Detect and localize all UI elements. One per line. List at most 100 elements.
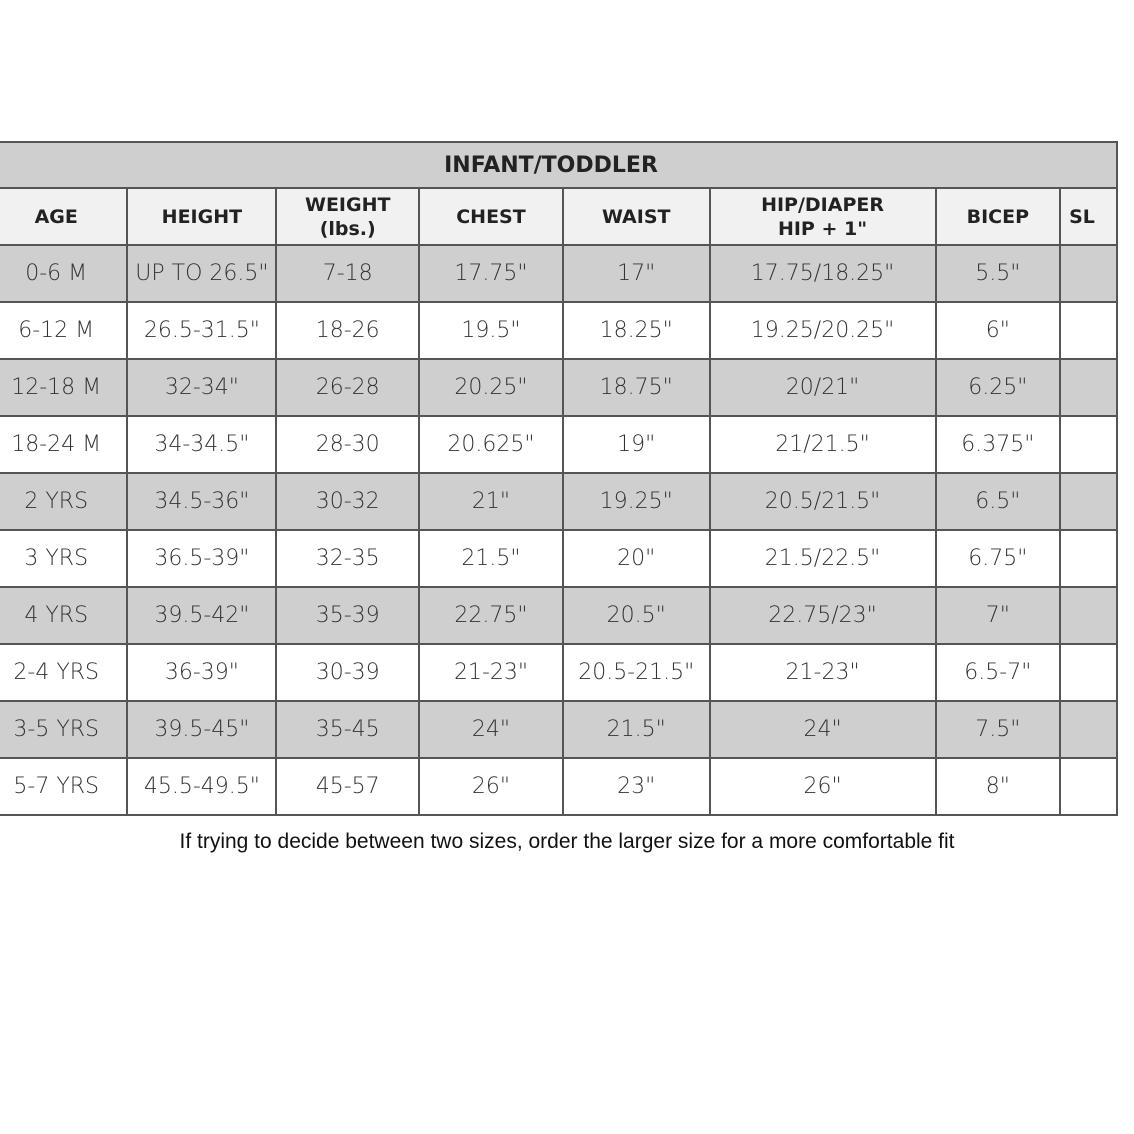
table-cell: 3 YRS bbox=[0, 529, 129, 588]
table-cell: 26" bbox=[708, 757, 937, 816]
table-cell: 28-30 bbox=[275, 415, 421, 474]
table-cell: 39.5-45" bbox=[126, 700, 278, 759]
table-cell: 21.5" bbox=[561, 700, 711, 759]
table-cell: 8" bbox=[934, 757, 1062, 816]
table-row: 12-18 M 32-34" 26-28 20.25" 18.75" 20/21" 6.25… bbox=[0, 358, 1118, 417]
table-cell: 4 YRS bbox=[0, 586, 129, 645]
table-cell: 23" bbox=[561, 757, 711, 816]
table-cell: 19.25/20.25" bbox=[708, 301, 937, 360]
table-cell: 7.5" bbox=[934, 700, 1062, 759]
table-cell: 20.625" bbox=[418, 415, 564, 474]
table-cell: 18-24 M bbox=[0, 415, 129, 474]
table-cell: 7" bbox=[934, 586, 1062, 645]
table-cell bbox=[1059, 472, 1118, 531]
table-title: INFANT/TODDLER bbox=[0, 141, 1118, 189]
table-row: 0-6 M UP TO 26.5" 7-18 17.75" 17" 17.75/18.25… bbox=[0, 244, 1118, 303]
table-cell: 20/21" bbox=[708, 358, 937, 417]
table-cell: 19.5" bbox=[418, 301, 564, 360]
table-row: 3 YRS 36.5-39" 32-35 21.5" 20" 21.5/22.5" 6.75… bbox=[0, 529, 1118, 588]
table-cell: 7-18 bbox=[275, 244, 421, 303]
column-header: WEIGHT (lbs.) bbox=[275, 187, 421, 246]
table-cell: 35-39 bbox=[275, 586, 421, 645]
table-cell: 19" bbox=[561, 415, 711, 474]
table-cell: 30-32 bbox=[275, 472, 421, 531]
table-cell bbox=[1059, 757, 1118, 816]
table-cell bbox=[1059, 529, 1118, 588]
table-cell: 18.25" bbox=[561, 301, 711, 360]
table-cell: 17.75/18.25" bbox=[708, 244, 937, 303]
table-row: 6-12 M 26.5-31.5" 18-26 19.5" 18.25" 19.25/20… bbox=[0, 301, 1118, 360]
column-header: AGE bbox=[0, 187, 129, 246]
table-cell: 45-57 bbox=[275, 757, 421, 816]
table-cell: 21-23" bbox=[418, 643, 564, 702]
table-cell: 20" bbox=[561, 529, 711, 588]
table-cell: 20.5" bbox=[561, 586, 711, 645]
table-cell: 36-39" bbox=[126, 643, 278, 702]
table-cell: 34-34.5" bbox=[126, 415, 278, 474]
table-cell: 32-34" bbox=[126, 358, 278, 417]
table-row: 18-24 M 34-34.5" 28-30 20.625" 19" 21/21.5" 6.… bbox=[0, 415, 1118, 474]
table-cell: 21-23" bbox=[708, 643, 937, 702]
table-cell: 30-39 bbox=[275, 643, 421, 702]
table-cell: 24" bbox=[418, 700, 564, 759]
table-cell bbox=[1059, 700, 1118, 759]
table-cell: 18-26 bbox=[275, 301, 421, 360]
column-header: CHEST bbox=[418, 187, 564, 246]
table-cell: 20.5-21.5" bbox=[561, 643, 711, 702]
table-cell: 21.5/22.5" bbox=[708, 529, 937, 588]
table-row: 5-7 YRS 45.5-49.5" 45-57 26" 23" 26" 8" bbox=[0, 757, 1118, 816]
table-cell: 45.5-49.5" bbox=[126, 757, 278, 816]
table-cell: 36.5-39" bbox=[126, 529, 278, 588]
table-row: 2-4 YRS 36-39" 30-39 21-23" 20.5-21.5" 21-23"… bbox=[0, 643, 1118, 702]
table-cell bbox=[1059, 244, 1118, 303]
table-cell: 32-35 bbox=[275, 529, 421, 588]
table-cell: 22.75" bbox=[418, 586, 564, 645]
column-header: HIP/DIAPER HIP + 1" bbox=[708, 187, 937, 246]
table-cell: 26-28 bbox=[275, 358, 421, 417]
column-header: WAIST bbox=[561, 187, 711, 246]
table-cell: 6.5-7" bbox=[934, 643, 1062, 702]
table-cell: 34.5-36" bbox=[126, 472, 278, 531]
table-cell: UP TO 26.5" bbox=[126, 244, 278, 303]
table-cell bbox=[1059, 301, 1118, 360]
table-cell: 3-5 YRS bbox=[0, 700, 129, 759]
table-cell: 17.75" bbox=[418, 244, 564, 303]
table-cell: 39.5-42" bbox=[126, 586, 278, 645]
table-cell: 24" bbox=[708, 700, 937, 759]
table-row: 3-5 YRS 39.5-45" 35-45 24" 21.5" 24" 7.5" bbox=[0, 700, 1118, 759]
table-cell: 20.5/21.5" bbox=[708, 472, 937, 531]
table-cell: 21/21.5" bbox=[708, 415, 937, 474]
table-cell: 6.25" bbox=[934, 358, 1062, 417]
table-cell bbox=[1059, 358, 1118, 417]
table-cell: 18.75" bbox=[561, 358, 711, 417]
table-cell bbox=[1059, 643, 1118, 702]
table-cell: 19.25" bbox=[561, 472, 711, 531]
table-cell: 21.5" bbox=[418, 529, 564, 588]
table-row: 4 YRS 39.5-42" 35-39 22.75" 20.5" 22.75/23" 7" bbox=[0, 586, 1118, 645]
table-cell: 2 YRS bbox=[0, 472, 129, 531]
table-cell: 21" bbox=[418, 472, 564, 531]
table-row: 2 YRS 34.5-36" 30-32 21" 19.25" 20.5/21.5" 6.5… bbox=[0, 472, 1118, 531]
column-header: BICEP bbox=[934, 187, 1062, 246]
column-header: SL bbox=[1059, 187, 1118, 246]
table-cell: 5.5" bbox=[934, 244, 1062, 303]
table-cell: 20.25" bbox=[418, 358, 564, 417]
table-cell: 12-18 M bbox=[0, 358, 129, 417]
table-cell: 6" bbox=[934, 301, 1062, 360]
table-cell: 6.5" bbox=[934, 472, 1062, 531]
table-cell: 17" bbox=[561, 244, 711, 303]
table-cell: 26" bbox=[418, 757, 564, 816]
sizing-note: If trying to decide between two sizes, o… bbox=[179, 830, 955, 853]
table-cell: 22.75/23" bbox=[708, 586, 937, 645]
table-cell: 0-6 M bbox=[0, 244, 129, 303]
table-cell bbox=[1059, 586, 1118, 645]
table-cell: 6.375" bbox=[934, 415, 1062, 474]
table-cell: 5-7 YRS bbox=[0, 757, 129, 816]
table-cell: 6.75" bbox=[934, 529, 1062, 588]
table-cell: 6-12 M bbox=[0, 301, 129, 360]
size-chart-table: INFANT/TODDLER AGE HEIGHT WEIGHT (lbs.) CHE… bbox=[0, 141, 1118, 816]
table-cell: 35-45 bbox=[275, 700, 421, 759]
table-cell bbox=[1059, 415, 1118, 474]
column-header: HEIGHT bbox=[126, 187, 278, 246]
table-cell: 26.5-31.5" bbox=[126, 301, 278, 360]
